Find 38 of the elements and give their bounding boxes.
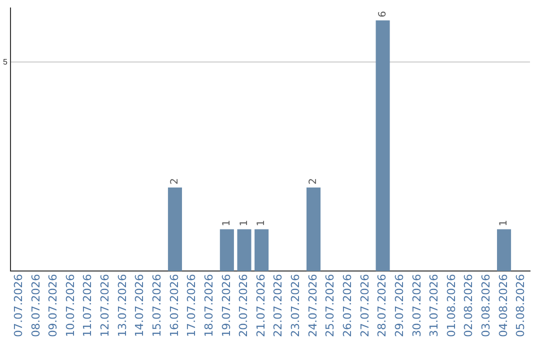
data-label: 2 <box>308 178 320 184</box>
x-tick-label: 12.07.2026 <box>98 274 112 338</box>
x-tick-label: 29.07.2026 <box>392 274 406 338</box>
data-label: 1 <box>222 220 233 226</box>
x-tick-label: 24.07.2026 <box>306 274 320 338</box>
x-tick-label: 18.07.2026 <box>202 274 216 338</box>
y-tick-label: 5 <box>2 57 8 66</box>
x-tick-label: 17.07.2026 <box>185 274 198 338</box>
x-tick-label: 22.07.2026 <box>272 274 285 338</box>
x-tick-label: 21.07.2026 <box>254 274 268 338</box>
data-label: 2 <box>170 178 181 184</box>
x-tick-label: 03.08.2026 <box>480 274 493 338</box>
x-tick-label: 30.07.2026 <box>410 274 424 338</box>
x-tick-label: 15.07.2026 <box>150 274 164 338</box>
data-label: 1 <box>256 220 268 226</box>
x-tick-label: 13.07.2026 <box>116 274 129 338</box>
x-tick-label: 23.07.2026 <box>289 274 302 338</box>
x-tick-label: 28.07.2026 <box>376 274 389 338</box>
x-tick-label: 20.07.2026 <box>237 274 250 338</box>
x-tick-label: 27.07.2026 <box>358 274 372 338</box>
x-tick-label: 05.08.2026 <box>514 274 528 338</box>
x-tick-label: 25.07.2026 <box>324 274 337 338</box>
x-tick-label: 10.07.2026 <box>64 274 77 338</box>
x-tick-label: 08.07.2026 <box>29 274 42 338</box>
x-tick-label: 04.08.2026 <box>496 274 510 338</box>
x-tick-label: 31.07.2026 <box>428 274 441 338</box>
x-tick-label: 14.07.2026 <box>133 274 146 338</box>
x-tick-label: 19.07.2026 <box>220 274 233 338</box>
data-label: 6 <box>377 10 388 18</box>
x-tick-label: 02.08.2026 <box>462 274 476 338</box>
data-label: 1 <box>498 220 510 226</box>
x-tick-label: 16.07.2026 <box>168 274 181 338</box>
x-tick-label: 11.07.2026 <box>81 274 94 338</box>
x-tick-label: 01.08.2026 <box>444 274 458 338</box>
x-tick-label: 26.07.2026 <box>341 274 354 338</box>
data-label: 1 <box>238 220 250 226</box>
x-tick-label: 09.07.2026 <box>46 274 60 338</box>
x-tick-label: 07.07.2026 <box>12 274 25 338</box>
